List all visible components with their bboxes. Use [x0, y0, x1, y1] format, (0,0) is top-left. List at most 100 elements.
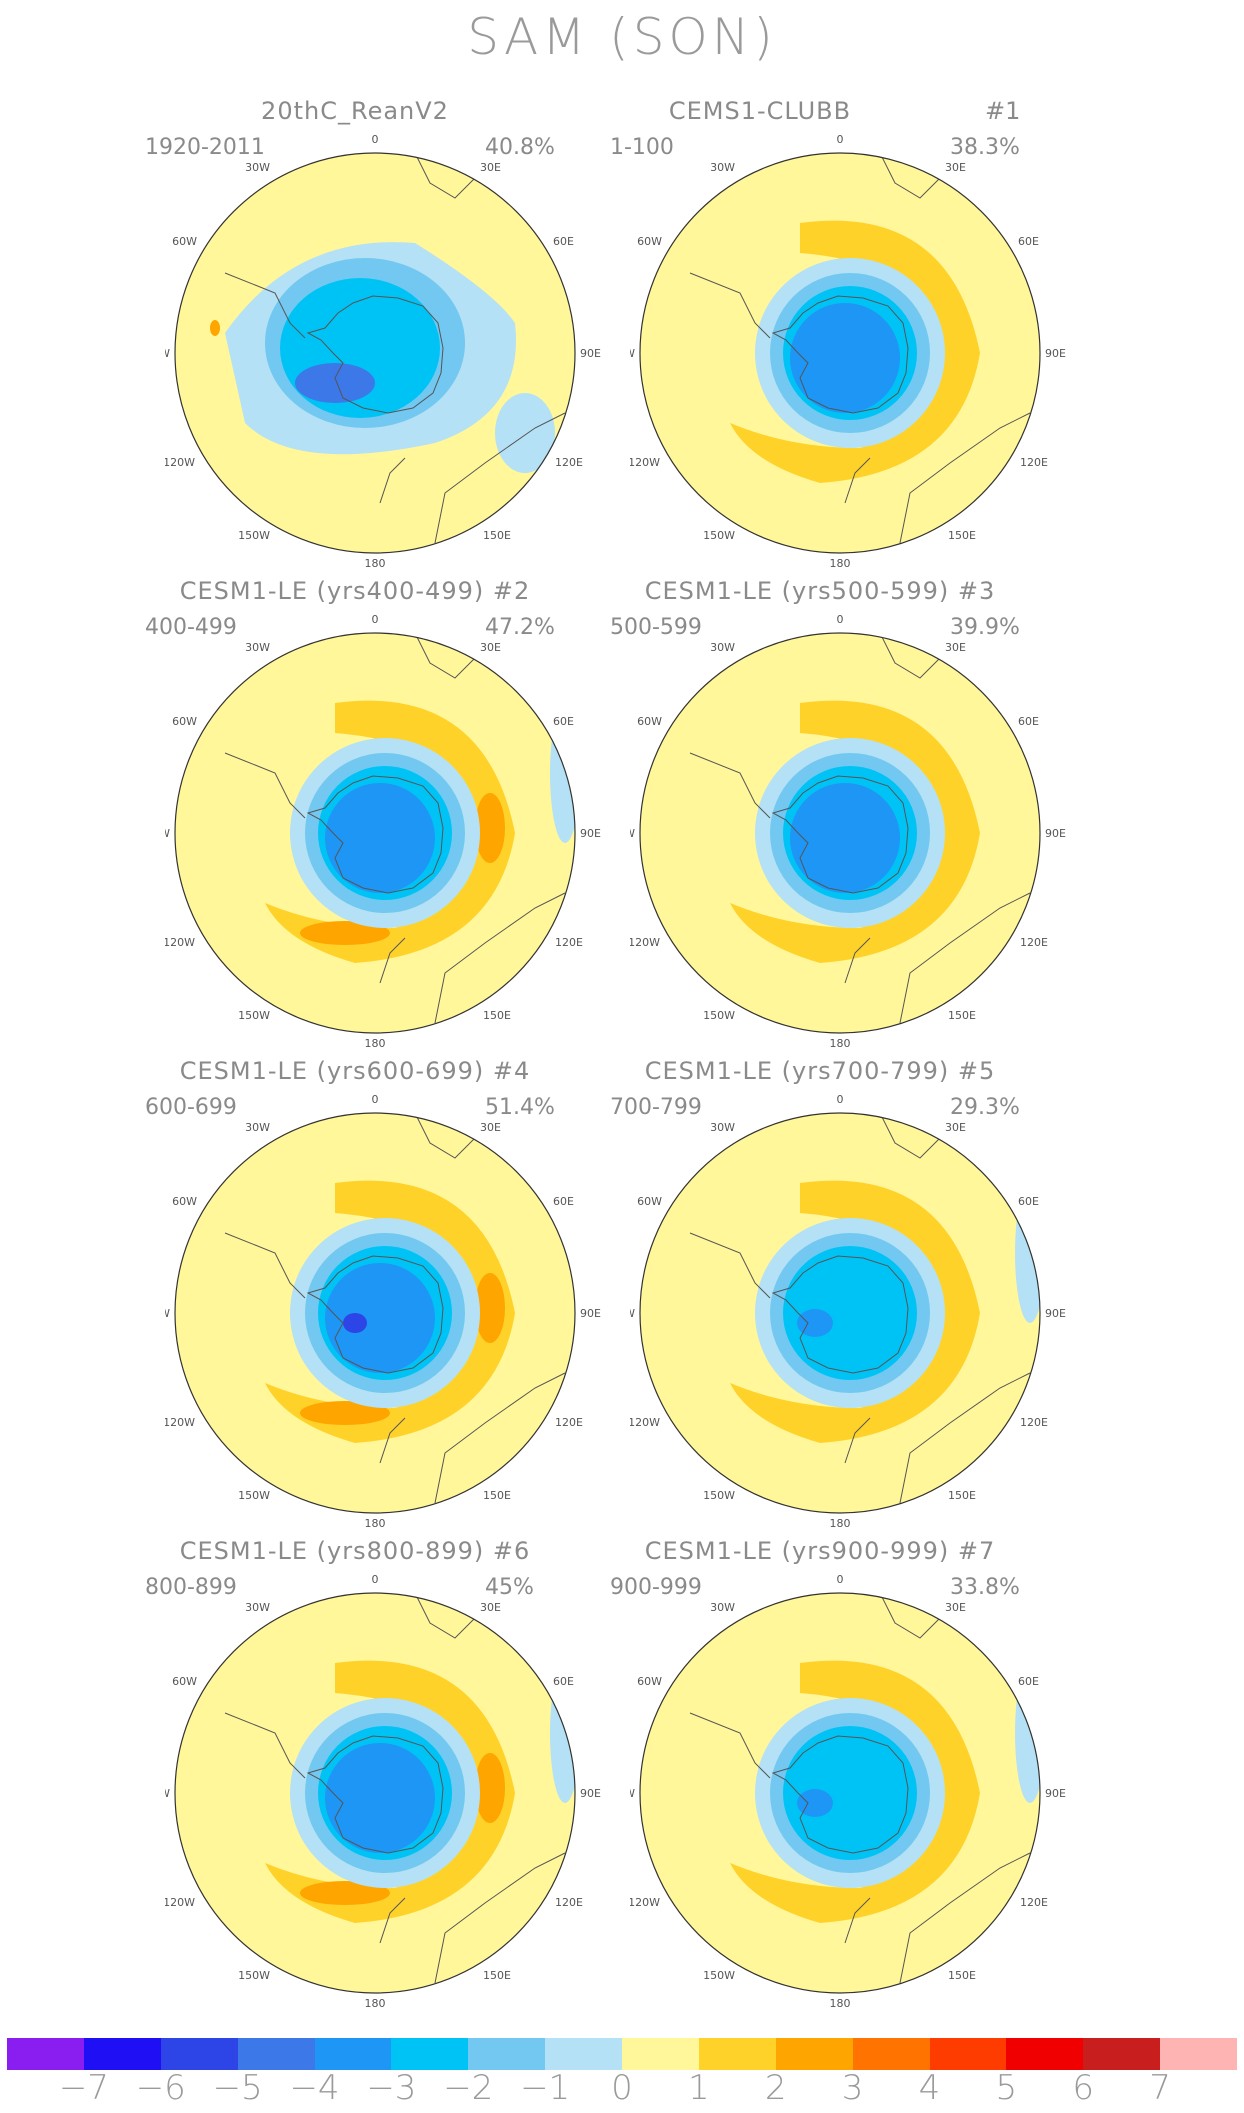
- colorbar-tick-label: 2: [764, 2068, 787, 2108]
- anomaly-contour: [325, 1743, 435, 1853]
- map-boundary: [174, 1112, 576, 1514]
- longitude-label: 30E: [480, 1601, 501, 1614]
- longitude-label: 120W: [165, 1896, 195, 1909]
- panel-title: CEMS1-CLUBB: [668, 97, 852, 125]
- africa-coastline: [879, 1593, 941, 1639]
- explained-variance: 51.4%: [485, 1095, 555, 1120]
- longitude-label: 120W: [630, 936, 660, 949]
- longitude-label: 150E: [483, 529, 511, 542]
- colorbar-tick-label: 6: [1072, 2068, 1095, 2108]
- explained-variance: 33.8%: [950, 1575, 1020, 1600]
- longitude-label: 120W: [165, 936, 195, 949]
- polar-map: 0 30E 60E 90E 120E 150E 180 150W 120W 90W 60W 30W: [165, 613, 601, 1050]
- colorbar-swatch: [7, 2038, 84, 2070]
- south-america-coastline: [224, 272, 306, 339]
- longitude-label: 0: [372, 1573, 379, 1586]
- longitude-label: 120E: [555, 1416, 583, 1429]
- longitude-label: 0: [372, 133, 379, 146]
- polar-map: 0 30E 60E 90E 120E 150E 180 150W 120W 90W 60W 30W: [630, 613, 1066, 1050]
- africa-coastline: [879, 633, 941, 679]
- longitude-label: 60W: [172, 235, 197, 248]
- longitude-label: 150E: [948, 1969, 976, 1982]
- antarctica-coastline: [771, 775, 909, 894]
- figure-title: SAM (SON): [467, 8, 777, 66]
- anomaly-contour: [790, 303, 900, 413]
- longitude-label: 120W: [165, 1416, 195, 1429]
- australia-coastline: [434, 1372, 566, 1504]
- panel-number: #1: [985, 97, 1021, 125]
- longitude-label: 90E: [580, 347, 601, 360]
- longitude-label: 60E: [1018, 1195, 1039, 1208]
- new-zealand-coastline: [379, 457, 406, 504]
- longitude-label: 60W: [637, 715, 662, 728]
- new-zealand-coastline: [844, 937, 871, 984]
- longitude-label: 90W: [165, 1307, 170, 1320]
- antarctica-coastline: [306, 775, 444, 894]
- longitude-label: 150E: [948, 1489, 976, 1502]
- longitude-label: 150E: [483, 1969, 511, 1982]
- colorbar-swatch: [314, 2038, 392, 2070]
- longitude-label: 30E: [480, 1121, 501, 1134]
- panel-years: 1920-2011: [145, 135, 265, 160]
- longitude-label: 60W: [637, 1675, 662, 1688]
- colorbar-tick-label: 4: [918, 2068, 941, 2108]
- anomaly-contour: [475, 1753, 505, 1823]
- antarctica-coastline: [306, 1735, 444, 1854]
- antarctica-coastline: [771, 295, 909, 414]
- panel-title: CESM1-LE (yrs900-999) #7: [644, 1537, 996, 1565]
- colorbar-swatch: [775, 2038, 853, 2070]
- polar-map: 0 30E 60E 90E 120E 150E 180 150W 120W 90W 60W 30W: [630, 133, 1066, 570]
- anomaly-contour: [495, 393, 555, 473]
- longitude-label: 30E: [945, 1601, 966, 1614]
- longitude-label: 30E: [945, 1121, 966, 1134]
- longitude-label: 90W: [630, 1307, 635, 1320]
- anomaly-contour: [343, 1313, 367, 1333]
- longitude-label: 90E: [1045, 347, 1066, 360]
- anomaly-contour: [790, 1263, 900, 1373]
- longitude-label: 150W: [238, 529, 270, 542]
- longitude-label: 120E: [1020, 456, 1048, 469]
- africa-coastline: [414, 633, 476, 679]
- longitude-label: 0: [372, 1093, 379, 1106]
- australia-coastline: [434, 1852, 566, 1984]
- longitude-label: 180: [365, 557, 386, 570]
- longitude-label: 0: [372, 613, 379, 626]
- anomaly-contour: [797, 1309, 833, 1337]
- south-america-coastline: [689, 1712, 771, 1779]
- longitude-label: 60E: [553, 715, 574, 728]
- longitude-label: 150W: [238, 1009, 270, 1022]
- colorbar-tick-label: −5: [212, 2068, 263, 2108]
- longitude-label: 0: [837, 1093, 844, 1106]
- map-panel: CESM1-LE (yrs500-599) #3 500-599 39.9% 0 30E…: [590, 575, 1066, 1050]
- panel-years: 800-899: [145, 1575, 237, 1600]
- longitude-label: 60W: [637, 235, 662, 248]
- antarctica-coastline: [306, 295, 444, 414]
- longitude-label: 60W: [172, 1195, 197, 1208]
- longitude-label: 60E: [1018, 1675, 1039, 1688]
- longitude-label: 90E: [580, 827, 601, 840]
- south-america-coastline: [689, 272, 771, 339]
- australia-coastline: [899, 1852, 1031, 1984]
- map-panel: CESM1-LE (yrs600-699) #4 600-699 51.4% 0 30E…: [125, 1055, 601, 1530]
- map-boundary: [639, 1592, 1041, 1994]
- longitude-label: 60W: [637, 1195, 662, 1208]
- longitude-label: 150E: [483, 1009, 511, 1022]
- colorbar-swatch: [1160, 2038, 1237, 2070]
- colorbar-swatch: [237, 2038, 315, 2070]
- longitude-label: 90E: [580, 1307, 601, 1320]
- panel-title: 20thC_ReanV2: [261, 97, 449, 125]
- panel-years: 500-599: [610, 615, 702, 640]
- longitude-label: 30E: [480, 161, 501, 174]
- longitude-label: 120W: [165, 456, 195, 469]
- anomaly-contour: [790, 783, 900, 893]
- south-america-coastline: [224, 1712, 306, 1779]
- colorbar-swatch: [622, 2038, 699, 2070]
- longitude-label: 90W: [165, 1787, 170, 1800]
- longitude-label: 60E: [553, 235, 574, 248]
- colorbar-tick-label: −3: [366, 2068, 417, 2108]
- colorbar-swatch: [852, 2038, 930, 2070]
- africa-coastline: [414, 1113, 476, 1159]
- new-zealand-coastline: [844, 1417, 871, 1464]
- colorbar-tick-label: 7: [1149, 2068, 1171, 2108]
- longitude-label: 90E: [580, 1787, 601, 1800]
